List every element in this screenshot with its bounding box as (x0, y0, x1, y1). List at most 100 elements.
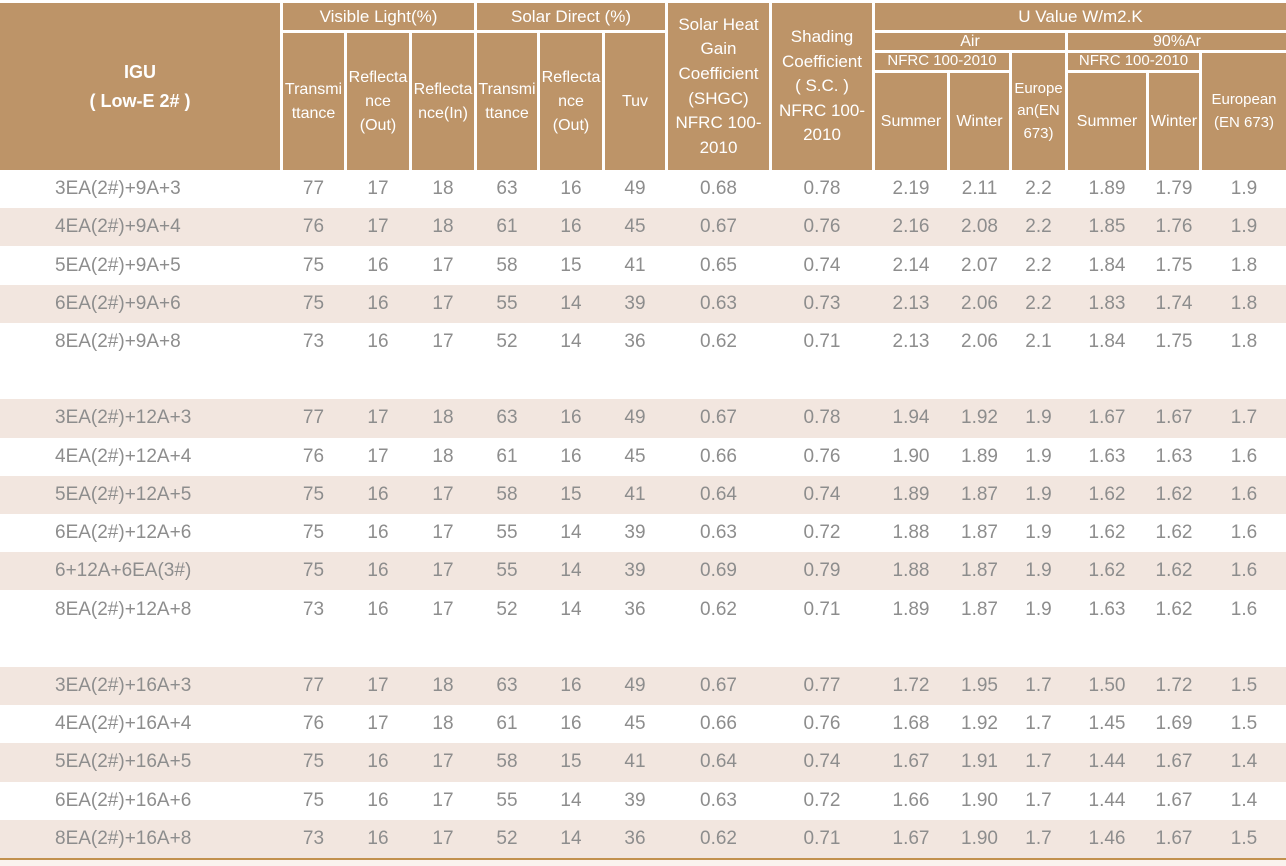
value-cell: 0.62 (700, 598, 737, 620)
value-cell: 41 (624, 483, 646, 505)
value-cell: 0.66 (700, 713, 737, 735)
value-cell: 1.6 (1230, 522, 1258, 544)
value-cell: 36 (624, 598, 646, 620)
value-cell: 1.6 (1230, 598, 1258, 620)
value-cell: 17 (432, 330, 454, 352)
col-vl-reflectance-in: Reflecta nce(In) (412, 33, 474, 170)
value-cell: 16 (367, 560, 389, 582)
value-cell: 75 (302, 292, 325, 314)
value-cell: 1.7 (1025, 751, 1052, 773)
col-winter-air: Winter (950, 73, 1009, 170)
table-row: 3EA(2#)+12A+3 77 17 18 63 16 49 0.67 0.78 1.94 1.9… (0, 399, 1286, 438)
value-cell: 1.63 (1088, 445, 1126, 467)
value-cell: 55 (496, 789, 518, 811)
value-cell: 1.88 (892, 522, 930, 544)
value-cell: 16 (367, 330, 389, 352)
col-summer-argon: Summer (1068, 73, 1146, 170)
table-row: 5EA(2#)+9A+5 75 16 17 58 15 41 0.65 0.74 2.14 2.07… (0, 246, 1286, 284)
value-cell: 0.74 (803, 751, 841, 773)
value-cell: 1.4 (1230, 789, 1258, 811)
value-cell: 1.62 (1088, 522, 1126, 544)
col-european-argon: European (EN 673) (1202, 53, 1286, 170)
value-cell: 0.63 (700, 292, 737, 314)
value-cell: 1.63 (1088, 598, 1126, 620)
value-cell: 2.2 (1025, 292, 1052, 314)
value-cell: 17 (432, 292, 454, 314)
value-cell: 0.62 (700, 330, 737, 352)
value-cell: 1.9 (1025, 522, 1052, 544)
table-row: 6EA(2#)+9A+6 75 16 17 55 14 39 0.63 0.73 2.13 2.06… (0, 284, 1286, 323)
value-cell: 16 (367, 292, 389, 314)
group-u-value: U Value W/m2.K (875, 3, 1286, 30)
table-row: 6+12A+6EA(3#) 75 16 17 55 14 39 0.69 0.79 1.88 1.8… (0, 552, 1286, 591)
value-cell: 0.64 (700, 483, 737, 505)
bottom-border (0, 857, 1286, 860)
igu-label: 8EA(2#)+16A+8 (55, 827, 192, 849)
value-cell: 1.92 (961, 713, 998, 735)
value-cell: 58 (496, 254, 518, 276)
value-cell: 1.67 (892, 751, 930, 773)
igu-label: 5EA(2#)+16A+5 (55, 751, 192, 773)
igu-label: 6EA(2#)+12A+6 (55, 522, 192, 544)
value-cell: 1.7 (1230, 407, 1258, 429)
value-cell: 1.7 (1025, 674, 1052, 696)
value-cell: 16 (560, 674, 582, 696)
value-cell: 0.67 (700, 674, 737, 696)
value-cell: 14 (560, 598, 582, 620)
value-cell: 0.66 (700, 445, 737, 467)
value-cell: 52 (496, 330, 518, 352)
col-tuv: Tuv (605, 33, 665, 170)
value-cell: 1.67 (1155, 751, 1193, 773)
value-cell: 1.67 (892, 827, 930, 849)
value-cell: 1.75 (1155, 330, 1193, 352)
value-cell: 14 (560, 827, 582, 849)
value-cell: 77 (302, 407, 325, 429)
value-cell: 1.67 (1155, 827, 1193, 849)
value-cell: 39 (624, 789, 646, 811)
value-cell: 2.08 (961, 216, 998, 238)
table-row: 6EA(2#)+16A+6 75 16 17 55 14 39 0.63 0.72 1.66 1.9… (0, 782, 1286, 820)
value-cell: 1.72 (1155, 674, 1193, 696)
value-cell: 52 (496, 827, 518, 849)
table-row: 8EA(2#)+12A+8 73 16 17 52 14 36 0.62 0.71 1.89 1.8… (0, 590, 1286, 628)
value-cell: 17 (367, 178, 389, 200)
value-cell: 2.06 (961, 330, 998, 352)
table-row: 8EA(2#)+16A+8 73 16 17 52 14 36 0.62 0.71 1.67 1.9… (0, 819, 1286, 858)
value-cell: 2.07 (961, 254, 998, 276)
value-cell: 75 (302, 560, 325, 582)
value-cell: 76 (302, 445, 325, 467)
value-cell: 1.66 (892, 789, 930, 811)
value-cell: 75 (302, 483, 325, 505)
value-cell: 17 (432, 598, 454, 620)
table-row: 3EA(2#)+9A+3 77 17 18 63 16 49 0.68 0.78 2.19 2.11… (0, 170, 1286, 208)
value-cell: 16 (560, 216, 582, 238)
table-row: 6EA(2#)+12A+6 75 16 17 55 14 39 0.63 0.72 1.88 1.8… (0, 514, 1286, 552)
value-cell: 2.1 (1025, 330, 1052, 352)
col-european-air: Europe an(EN 673) (1012, 53, 1065, 170)
group-solar-direct: Solar Direct (%) (477, 3, 665, 30)
value-cell: 17 (432, 789, 454, 811)
value-cell: 1.7 (1025, 827, 1052, 849)
value-cell: 1.88 (892, 560, 930, 582)
value-cell: 0.67 (700, 216, 737, 238)
spacer-row (0, 361, 1286, 400)
value-cell: 2.2 (1025, 178, 1052, 200)
value-cell: 18 (432, 674, 454, 696)
value-cell: 2.06 (961, 292, 998, 314)
value-cell: 1.87 (961, 598, 998, 620)
value-cell: 0.68 (700, 178, 737, 200)
value-cell: 1.45 (1088, 713, 1126, 735)
value-cell: 1.62 (1088, 560, 1126, 582)
value-cell: 1.76 (1155, 216, 1193, 238)
value-cell: 2.11 (961, 178, 998, 200)
value-cell: 0.76 (803, 713, 841, 735)
value-cell: 0.69 (700, 560, 737, 582)
value-cell: 1.62 (1088, 483, 1126, 505)
value-cell: 63 (496, 674, 518, 696)
value-cell: 77 (302, 178, 325, 200)
value-cell: 1.89 (961, 445, 998, 467)
value-cell: 1.62 (1155, 560, 1193, 582)
col-sd-transmittance: Transmi ttance (477, 33, 537, 170)
value-cell: 1.90 (961, 827, 998, 849)
